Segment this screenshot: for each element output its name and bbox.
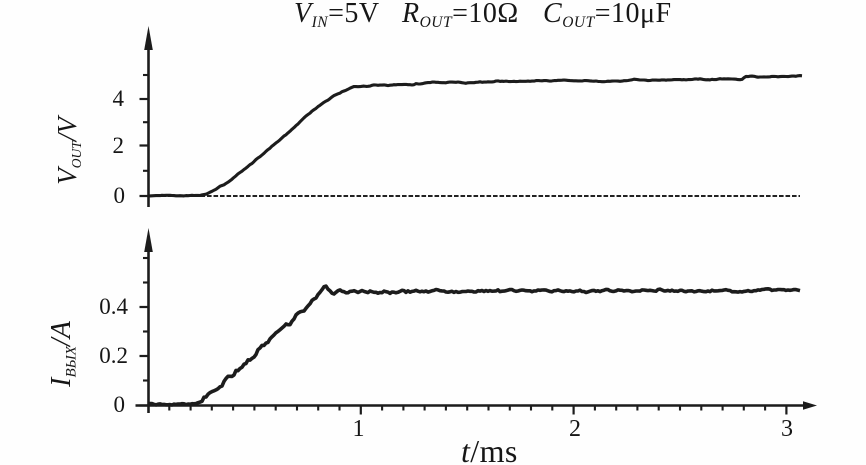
svg-text:4: 4	[113, 86, 125, 111]
svg-text:ROUT=10Ω: ROUT=10Ω	[401, 0, 519, 31]
svg-text:0.4: 0.4	[99, 294, 128, 319]
svg-text:2: 2	[569, 416, 581, 442]
svg-text:COUT=10μF: COUT=10μF	[543, 0, 672, 31]
svg-text:t/ms: t/ms	[461, 433, 518, 465]
svg-text:2: 2	[113, 133, 125, 158]
svg-text:VIN=5V: VIN=5V	[294, 0, 380, 31]
svg-text:0: 0	[114, 392, 126, 417]
svg-text:1: 1	[353, 416, 365, 442]
svg-text:3: 3	[781, 416, 793, 442]
svg-text:0.2: 0.2	[99, 343, 128, 368]
svg-text:0: 0	[114, 183, 126, 208]
